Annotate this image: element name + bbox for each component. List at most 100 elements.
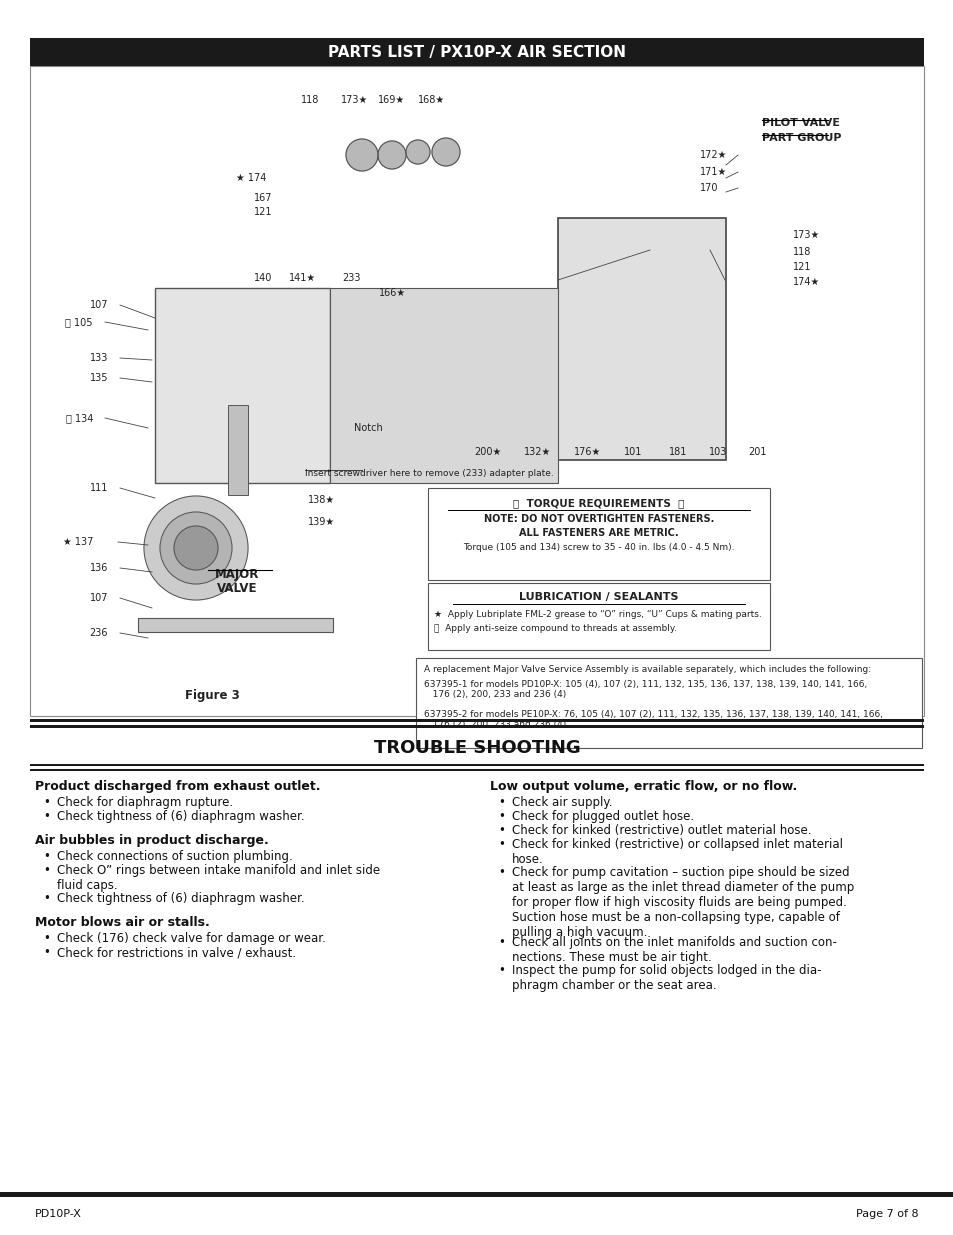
Text: ⌹  TORQUE REQUIREMENTS  ⌹: ⌹ TORQUE REQUIREMENTS ⌹: [513, 498, 684, 508]
Text: Check air supply.: Check air supply.: [512, 797, 612, 809]
Text: •: •: [43, 946, 50, 960]
Text: •: •: [43, 850, 50, 863]
Text: 141★: 141★: [289, 273, 316, 283]
Text: Figure 3: Figure 3: [185, 689, 239, 703]
Text: 140: 140: [253, 273, 272, 283]
Text: 166★: 166★: [379, 288, 406, 298]
Bar: [558, 219, 725, 459]
Bar: [138, 618, 333, 632]
Text: 173★: 173★: [341, 95, 368, 105]
Text: 176★: 176★: [574, 447, 601, 457]
Text: ★ 174: ★ 174: [235, 173, 266, 183]
Text: Insert screwdriver here to remove (233) adapter plate.: Insert screwdriver here to remove (233) …: [305, 468, 553, 478]
Text: •: •: [43, 932, 50, 945]
Bar: [30, 725, 923, 727]
Text: 135: 135: [90, 373, 108, 383]
Text: 637395-1 for models PD10P-X: 105 (4), 107 (2), 111, 132, 135, 136, 137, 138, 139: 637395-1 for models PD10P-X: 105 (4), 10…: [423, 680, 866, 699]
Text: Check for kinked (restrictive) outlet material hose.: Check for kinked (restrictive) outlet ma…: [512, 824, 811, 837]
Text: 181: 181: [668, 447, 686, 457]
Bar: [228, 405, 248, 495]
Text: 171★: 171★: [700, 167, 726, 177]
Bar: [154, 288, 330, 483]
Circle shape: [346, 140, 377, 170]
Text: ★  Apply Lubriplate FML-2 grease to “O” rings, “U” Cups & mating parts.: ★ Apply Lubriplate FML-2 grease to “O” r…: [434, 610, 760, 619]
Text: Check tightness of (6) diaphragm washer.: Check tightness of (6) diaphragm washer.: [57, 810, 304, 823]
Text: Check connections of suction plumbing.: Check connections of suction plumbing.: [57, 850, 293, 863]
Text: 132★: 132★: [524, 447, 551, 457]
Text: TROUBLE SHOOTING: TROUBLE SHOOTING: [374, 739, 579, 757]
Circle shape: [377, 141, 406, 169]
Text: Check all joints on the inlet manifolds and suction con-
nections. These must be: Check all joints on the inlet manifolds …: [512, 936, 836, 965]
Text: 167: 167: [253, 193, 272, 203]
Text: PART GROUP: PART GROUP: [761, 133, 841, 143]
Text: Check O” rings between intake manifold and inlet side
fluid caps.: Check O” rings between intake manifold a…: [57, 864, 379, 892]
Circle shape: [432, 138, 459, 165]
Text: 139★: 139★: [308, 517, 335, 527]
Text: A replacement Major Valve Service Assembly is available separately, which includ: A replacement Major Valve Service Assemb…: [423, 664, 870, 674]
Text: MAJOR: MAJOR: [214, 568, 259, 580]
Text: •: •: [497, 839, 504, 851]
Text: Low output volume, erratic flow, or no flow.: Low output volume, erratic flow, or no f…: [490, 781, 797, 793]
Text: 107: 107: [90, 300, 108, 310]
Text: •: •: [497, 866, 504, 879]
Text: ⎈  Apply anti-seize compound to threads at assembly.: ⎈ Apply anti-seize compound to threads a…: [434, 624, 677, 634]
Text: •: •: [43, 864, 50, 877]
Text: 637395-2 for models PE10P-X: 76, 105 (4), 107 (2), 111, 132, 135, 136, 137, 138,: 637395-2 for models PE10P-X: 76, 105 (4)…: [423, 710, 882, 730]
Text: •: •: [497, 965, 504, 977]
Bar: [30, 38, 923, 65]
Text: Check (176) check valve for damage or wear.: Check (176) check valve for damage or we…: [57, 932, 326, 945]
Circle shape: [144, 496, 248, 600]
Text: Product discharged from exhaust outlet.: Product discharged from exhaust outlet.: [35, 781, 320, 793]
Bar: [0, 1192, 953, 1197]
Text: •: •: [43, 892, 50, 905]
Text: ALL FASTENERS ARE METRIC.: ALL FASTENERS ARE METRIC.: [518, 529, 679, 538]
Text: •: •: [497, 810, 504, 823]
Bar: [30, 764, 923, 766]
Text: •: •: [497, 936, 504, 948]
Text: 121: 121: [253, 207, 272, 217]
Bar: [428, 488, 769, 580]
Bar: [330, 288, 558, 483]
Text: 200★: 200★: [474, 447, 501, 457]
Bar: [30, 65, 923, 716]
Text: Inspect the pump for solid objects lodged in the dia-
phragm chamber or the seat: Inspect the pump for solid objects lodge…: [512, 965, 821, 992]
Text: 174★: 174★: [792, 277, 820, 287]
Text: Air bubbles in product discharge.: Air bubbles in product discharge.: [35, 834, 269, 847]
Text: Check for plugged outlet hose.: Check for plugged outlet hose.: [512, 810, 694, 823]
Text: 121: 121: [792, 262, 811, 272]
Text: VALVE: VALVE: [216, 582, 257, 595]
Bar: [428, 583, 769, 650]
Text: 118: 118: [792, 247, 810, 257]
Text: Motor blows air or stalls.: Motor blows air or stalls.: [35, 916, 210, 929]
Text: •: •: [497, 797, 504, 809]
Text: 118: 118: [300, 95, 319, 105]
Text: •: •: [497, 824, 504, 837]
Text: ⌹ 105: ⌹ 105: [66, 317, 92, 327]
Text: NOTE: DO NOT OVERTIGHTEN FASTENERS.: NOTE: DO NOT OVERTIGHTEN FASTENERS.: [483, 514, 714, 524]
Text: Notch: Notch: [354, 424, 382, 433]
Circle shape: [173, 526, 218, 571]
Text: PILOT VALVE: PILOT VALVE: [761, 119, 840, 128]
Bar: [30, 719, 923, 722]
Text: 172★: 172★: [700, 149, 726, 161]
Bar: [416, 658, 921, 748]
Text: 169★: 169★: [378, 95, 405, 105]
Text: 107: 107: [90, 593, 108, 603]
Text: PARTS LIST / PX10P-X AIR SECTION: PARTS LIST / PX10P-X AIR SECTION: [328, 44, 625, 59]
Text: Check for pump cavitation – suction pipe should be sized
at least as large as th: Check for pump cavitation – suction pipe…: [512, 866, 853, 939]
Text: ★ 137: ★ 137: [63, 537, 92, 547]
Text: Page 7 of 8: Page 7 of 8: [856, 1209, 918, 1219]
Text: 133: 133: [90, 353, 108, 363]
Text: 101: 101: [623, 447, 641, 457]
Text: 168★: 168★: [418, 95, 445, 105]
Text: LUBRICATION / SEALANTS: LUBRICATION / SEALANTS: [518, 592, 678, 601]
Text: 170: 170: [700, 183, 718, 193]
Text: 201: 201: [748, 447, 766, 457]
Text: ⌹ 134: ⌹ 134: [66, 412, 92, 424]
Text: Check tightness of (6) diaphragm washer.: Check tightness of (6) diaphragm washer.: [57, 892, 304, 905]
Text: Check for restrictions in valve / exhaust.: Check for restrictions in valve / exhaus…: [57, 946, 295, 960]
Text: Check for diaphragm rupture.: Check for diaphragm rupture.: [57, 797, 233, 809]
Circle shape: [406, 140, 430, 164]
Text: 136: 136: [90, 563, 108, 573]
Text: 173★: 173★: [792, 230, 820, 240]
